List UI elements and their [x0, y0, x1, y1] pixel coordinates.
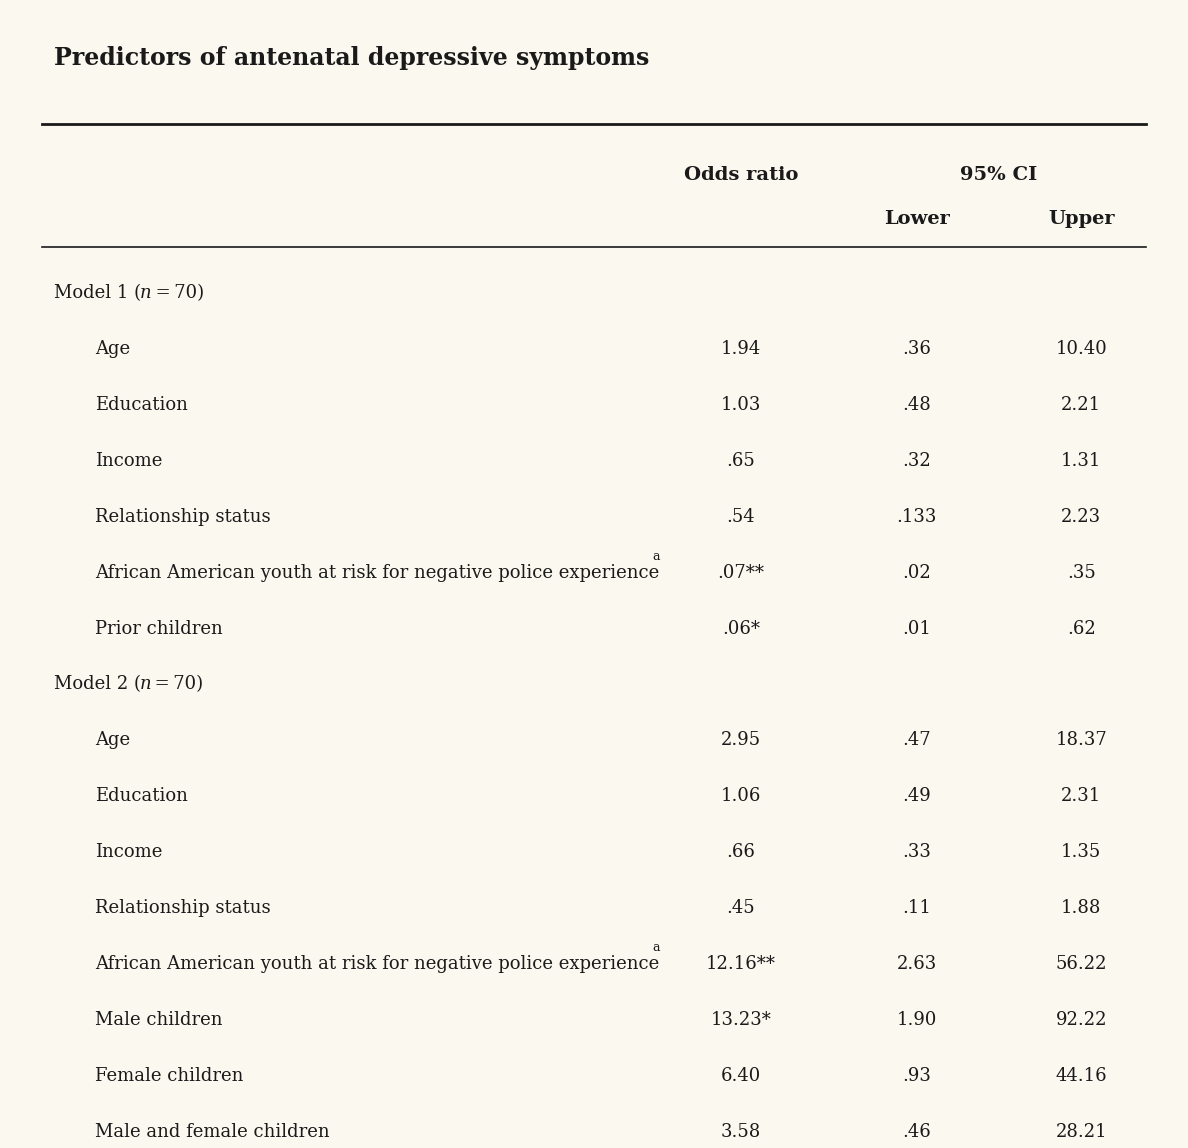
Text: Model 1 (: Model 1 (	[53, 285, 141, 302]
Text: .54: .54	[726, 507, 756, 526]
Text: 12.16**: 12.16**	[706, 955, 776, 972]
Text: .65: .65	[726, 452, 756, 470]
Text: Prior children: Prior children	[95, 620, 223, 637]
Text: Relationship status: Relationship status	[95, 899, 271, 917]
Text: .32: .32	[903, 452, 931, 470]
Text: .48: .48	[903, 396, 931, 414]
Text: African American youth at risk for negative police experience: African American youth at risk for negat…	[95, 955, 659, 972]
Text: 1.88: 1.88	[1061, 899, 1101, 917]
Text: 1.03: 1.03	[721, 396, 762, 414]
Text: 1.35: 1.35	[1061, 843, 1101, 861]
Text: 1.31: 1.31	[1061, 452, 1101, 470]
Text: Model 2 (: Model 2 (	[53, 675, 141, 693]
Text: .66: .66	[726, 843, 756, 861]
Text: Age: Age	[95, 731, 131, 750]
Text: .45: .45	[726, 899, 756, 917]
Text: .62: .62	[1067, 620, 1095, 637]
Text: = 70): = 70)	[152, 285, 203, 302]
Text: 44.16: 44.16	[1055, 1066, 1107, 1085]
Text: a: a	[652, 941, 661, 954]
Text: = 70): = 70)	[151, 675, 203, 693]
Text: .93: .93	[903, 1066, 931, 1085]
Text: 2.21: 2.21	[1061, 396, 1101, 414]
Text: 92.22: 92.22	[1055, 1010, 1107, 1029]
Text: 95% CI: 95% CI	[960, 165, 1037, 184]
Text: .133: .133	[897, 507, 937, 526]
Text: .49: .49	[903, 788, 931, 805]
Text: 2.95: 2.95	[721, 731, 760, 750]
Text: 13.23*: 13.23*	[710, 1010, 771, 1029]
Text: .46: .46	[903, 1123, 931, 1141]
Text: .47: .47	[903, 731, 931, 750]
Text: Upper: Upper	[1048, 210, 1114, 228]
Text: Lower: Lower	[884, 210, 950, 228]
Text: Predictors of antenatal depressive symptoms: Predictors of antenatal depressive sympt…	[53, 46, 650, 70]
Text: 2.63: 2.63	[897, 955, 937, 972]
Text: Education: Education	[95, 788, 188, 805]
Text: 6.40: 6.40	[721, 1066, 760, 1085]
Text: n: n	[140, 285, 152, 302]
Text: 2.31: 2.31	[1061, 788, 1101, 805]
Text: .33: .33	[903, 843, 931, 861]
Text: 10.40: 10.40	[1055, 340, 1107, 358]
Text: 56.22: 56.22	[1055, 955, 1107, 972]
Text: Odds ratio: Odds ratio	[683, 165, 798, 184]
Text: n: n	[140, 675, 152, 693]
Text: 1.94: 1.94	[721, 340, 760, 358]
Text: 2.23: 2.23	[1061, 507, 1101, 526]
Text: .06*: .06*	[722, 620, 760, 637]
Text: Age: Age	[95, 340, 131, 358]
Text: Education: Education	[95, 396, 188, 414]
Text: 28.21: 28.21	[1055, 1123, 1107, 1141]
Text: .36: .36	[903, 340, 931, 358]
Text: 18.37: 18.37	[1055, 731, 1107, 750]
Text: Income: Income	[95, 843, 163, 861]
Text: 3.58: 3.58	[721, 1123, 760, 1141]
Text: African American youth at risk for negative police experience: African American youth at risk for negat…	[95, 564, 659, 582]
Text: Male and female children: Male and female children	[95, 1123, 329, 1141]
Text: 1.90: 1.90	[897, 1010, 937, 1029]
Text: .01: .01	[903, 620, 931, 637]
Text: Income: Income	[95, 452, 163, 470]
Text: Male children: Male children	[95, 1010, 222, 1029]
Text: Female children: Female children	[95, 1066, 244, 1085]
Text: Relationship status: Relationship status	[95, 507, 271, 526]
Text: .35: .35	[1067, 564, 1095, 582]
Text: 1.06: 1.06	[721, 788, 762, 805]
Text: .11: .11	[903, 899, 931, 917]
Text: .07**: .07**	[718, 564, 764, 582]
Text: .02: .02	[903, 564, 931, 582]
Text: a: a	[652, 550, 661, 564]
